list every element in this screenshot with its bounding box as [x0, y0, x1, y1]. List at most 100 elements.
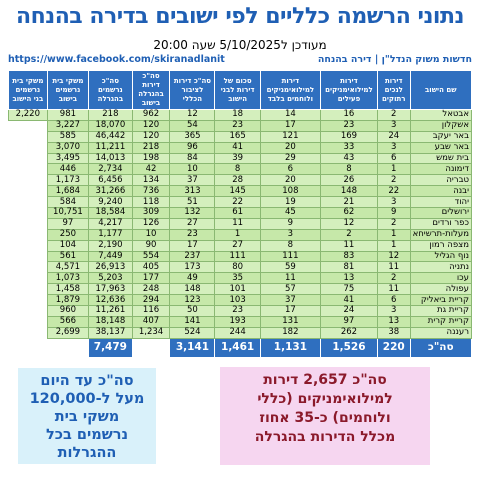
city-name-cell: בית שמש — [409, 152, 473, 165]
table-cell: 3 — [376, 141, 411, 154]
table-cell: 262 — [319, 326, 378, 339]
table-cell: 736 — [131, 185, 171, 198]
table-row: באר שבע 3 33 20 41 96 218 11,211 3,070 — [9, 141, 473, 154]
summary-line: ההגרלות — [57, 445, 117, 461]
total-cell: 3,141 — [169, 337, 216, 358]
table-cell: 6 — [259, 163, 321, 176]
table-cell: 141 — [169, 315, 216, 328]
table-cell: 35 — [214, 272, 261, 285]
city-name-cell: באר שבע — [409, 141, 473, 154]
table-cell: 20 — [259, 174, 321, 187]
table-row: נתניה 11 81 59 80 173 405 26,913 4,571 — [9, 261, 473, 274]
table-cell: 13 — [376, 315, 411, 328]
table-cell: 1,879 — [46, 294, 90, 307]
table-cell: 198 — [131, 152, 171, 165]
table-cell: 1 — [376, 228, 411, 241]
source-name: חדשות משוק הנדל"ן | דירה בהנחה — [317, 54, 472, 65]
city-name-cell: קריית גת — [409, 305, 473, 317]
table-body: אבטאל 2 16 14 18 12 962 218 981 2,220 אשקלון 3 23 17 2… — [8, 109, 473, 358]
table-cell: 182 — [259, 326, 321, 339]
table-cell: 981 — [46, 109, 90, 121]
table-cell: 33 — [319, 141, 378, 154]
table-cell: 22 — [376, 185, 411, 198]
table-cell: 126 — [131, 217, 171, 230]
table-cell: 294 — [131, 294, 171, 307]
table-cell: 24 — [319, 305, 378, 317]
table-cell: 49 — [169, 272, 216, 285]
table-cell: 11 — [319, 239, 378, 252]
table-cell: 1,234 — [131, 326, 171, 339]
table-cell: 218 — [131, 141, 171, 154]
table-cell: 4,217 — [88, 217, 133, 230]
city-name-cell: קריית ביאליק — [409, 294, 473, 307]
table-cell: 27 — [214, 239, 261, 252]
table-cell: 17 — [259, 119, 321, 132]
facebook-link[interactable]: https://www.facebook.com/skiranadlanit — [8, 54, 225, 65]
table-cell: 43 — [319, 152, 378, 165]
table-cell: 3 — [376, 119, 411, 132]
table-cell: 9 — [376, 207, 411, 219]
table-row: בית שמש 6 43 29 39 84 198 14,013 3,495 — [9, 152, 473, 165]
table-row: יבנה 22 148 108 145 313 736 31,266 1,684 — [9, 185, 473, 198]
table-cell: 5,203 — [88, 272, 133, 285]
table-cell: 123 — [169, 294, 216, 307]
table-cell: 46,442 — [88, 130, 133, 143]
city-name-cell: מצפה רמון — [409, 239, 473, 252]
table-cell: 3,227 — [46, 119, 90, 132]
table-cell: 2,220 — [8, 109, 48, 121]
table-cell: 41 — [214, 141, 261, 154]
table-row: קריית גת 3 24 17 23 50 116 11,261 960 — [9, 305, 473, 317]
table-cell: 29 — [259, 152, 321, 165]
city-name-cell: כפר ורדים — [409, 217, 473, 230]
summary-line: משקי בית — [54, 409, 120, 425]
registration-table: שם הישוב דירות לנכים רתוקים דירות למילואימ… — [8, 70, 473, 358]
table-cell: 120 — [131, 119, 171, 132]
table-cell: 8 — [214, 163, 261, 176]
table-cell: 1,177 — [88, 228, 133, 241]
table-cell: 584 — [46, 196, 90, 209]
table-cell: 131 — [259, 315, 321, 328]
table-cell: 38,137 — [88, 326, 133, 339]
table-cell: 21 — [319, 196, 378, 209]
table-cell: 38 — [376, 326, 411, 339]
table-row: עכו 2 13 11 35 49 177 5,203 1,073 — [9, 272, 473, 285]
table-cell: 23 — [169, 228, 216, 241]
table-cell: 134 — [131, 174, 171, 187]
totals-row: סה"כ 220 1,526 1,131 1,461 3,141 7,479 — [8, 337, 473, 358]
table-cell: 148 — [169, 283, 216, 296]
table-row: אשקלון 3 23 17 23 54 120 18,070 3,227 — [9, 119, 473, 132]
table-cell: 111 — [214, 250, 261, 263]
table-cell: 407 — [131, 315, 171, 328]
table-cell: 10 — [169, 163, 216, 176]
table-cell: 1 — [376, 163, 411, 176]
table-cell: 50 — [169, 305, 216, 317]
table-cell: 83 — [319, 250, 378, 263]
table-row: יהוד 3 21 19 22 51 118 9,240 584 — [9, 196, 473, 209]
table-cell: 18,584 — [88, 207, 133, 219]
table-row: רעננה 38 262 182 244 524 1,234 38,137 2,699 — [9, 326, 473, 339]
table-cell: 62 — [319, 207, 378, 219]
table-cell: 1 — [214, 228, 261, 241]
table-cell: 90 — [131, 239, 171, 252]
table-cell: 2 — [319, 228, 378, 241]
table-cell: 524 — [169, 326, 216, 339]
city-name-cell: מעלות-תרשיחא — [409, 228, 473, 241]
table-row: קריית ביאליק 6 41 37 103 123 294 12,636 1,879 — [9, 294, 473, 307]
table-cell: 3 — [259, 228, 321, 241]
table-cell: 12 — [319, 217, 378, 230]
summary-line: סה"כ 2,657 דירות — [263, 372, 387, 388]
table-cell: 13 — [319, 272, 378, 285]
table-cell: 1,073 — [46, 272, 90, 285]
table-row: כפר ורדים 2 12 9 11 27 126 4,217 97 — [9, 217, 473, 230]
table-cell: 132 — [169, 207, 216, 219]
column-header: סכום של דירות לבני הישוב — [214, 70, 261, 110]
table-cell: 51 — [169, 196, 216, 209]
table-cell: 121 — [259, 130, 321, 143]
table-cell: 23 — [214, 119, 261, 132]
table-cell: 9,240 — [88, 196, 133, 209]
table-cell: 248 — [131, 283, 171, 296]
households-summary-box: סה"כ עד היום מעל ל-120,000 משקי בית נרשמים … — [18, 368, 156, 464]
table-cell: 59 — [259, 261, 321, 274]
city-name-cell: יהוד — [409, 196, 473, 209]
table-cell: 96 — [169, 141, 216, 154]
